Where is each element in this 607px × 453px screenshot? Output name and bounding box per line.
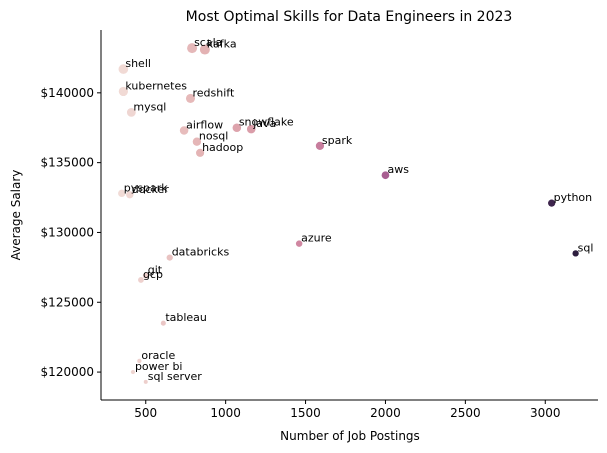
data-point-spark: [315, 141, 325, 151]
point-label: databricks: [172, 246, 230, 259]
data-point-sql: [572, 250, 579, 257]
point-label: spark: [322, 134, 353, 147]
point-label: gcp: [143, 268, 163, 281]
x-tick-label: 1000: [210, 406, 241, 420]
point-label: sql: [578, 241, 594, 254]
x-tick-label: 2500: [450, 406, 481, 420]
data-point-nosql: [192, 137, 202, 146]
x-tick-label: 1500: [290, 406, 321, 420]
y-tick-label: $140000: [41, 86, 94, 100]
data-point-power-bi: [130, 369, 136, 375]
data-point-gcp: [138, 277, 144, 283]
data-point-kafka: [199, 44, 210, 55]
point-label: redshift: [192, 86, 234, 99]
data-point-snowflake: [232, 123, 242, 133]
y-tick-label: $130000: [41, 225, 94, 239]
point-label: shell: [125, 57, 151, 70]
point-label: airflow: [186, 119, 223, 132]
data-point-mysql: [126, 107, 136, 117]
point-label: pyspark: [124, 181, 168, 194]
point-label: scala: [194, 36, 222, 49]
x-axis-label: Number of Job Postings: [280, 429, 420, 443]
point-label: azure: [301, 232, 332, 245]
data-point-databricks: [166, 254, 173, 261]
point-label: nosql: [199, 130, 228, 143]
point-label: tableau: [165, 311, 207, 324]
point-label: oracle: [141, 349, 175, 362]
point-label: git: [148, 264, 163, 277]
data-point-java: [246, 124, 256, 134]
point-label: hadoop: [202, 141, 243, 154]
data-point-docker: [126, 191, 134, 199]
x-tick-label: 3000: [530, 406, 561, 420]
point-label: kubernetes: [125, 79, 187, 92]
x-tick-label: 2000: [370, 406, 401, 420]
data-point-python: [548, 199, 556, 207]
point-label: kafka: [207, 38, 237, 51]
points-layer: [118, 43, 579, 384]
y-tick-label: $135000: [41, 156, 94, 170]
y-tick-label: $125000: [41, 295, 94, 309]
data-point-azure: [295, 240, 303, 247]
y-tick-label: $120000: [41, 365, 94, 379]
y-axis-label: Average Salary: [9, 170, 23, 261]
data-point-redshift: [185, 93, 196, 103]
data-point-oracle: [137, 358, 142, 364]
point-label: python: [554, 191, 593, 204]
point-label: power bi: [135, 360, 183, 373]
data-point-pyspark: [118, 189, 126, 198]
data-point-kubernetes: [118, 86, 128, 97]
data-point-tableau: [160, 320, 166, 326]
point-label: java: [252, 117, 276, 130]
data-point-git: [142, 272, 149, 279]
data-point-shell: [118, 64, 129, 74]
point-label: aws: [387, 163, 409, 176]
data-point-airflow: [179, 126, 189, 135]
data-point-scala: [187, 43, 198, 54]
x-ticks: 500 1000 1500 2000 2500 3000: [134, 400, 561, 420]
data-point-sql-server: [143, 379, 148, 384]
data-point-aws: [381, 171, 390, 180]
point-label: sql server: [148, 370, 203, 383]
point-label: mysql: [133, 100, 166, 113]
point-label: snowflake: [239, 116, 294, 129]
chart-title: Most Optimal Skills for Data Engineers i…: [186, 9, 513, 25]
y-ticks: $120000 $125000 $130000 $135000 $140000: [41, 86, 101, 379]
point-label: docker: [132, 183, 170, 196]
x-tick-label: 500: [134, 406, 157, 420]
data-point-hadoop: [196, 148, 205, 157]
